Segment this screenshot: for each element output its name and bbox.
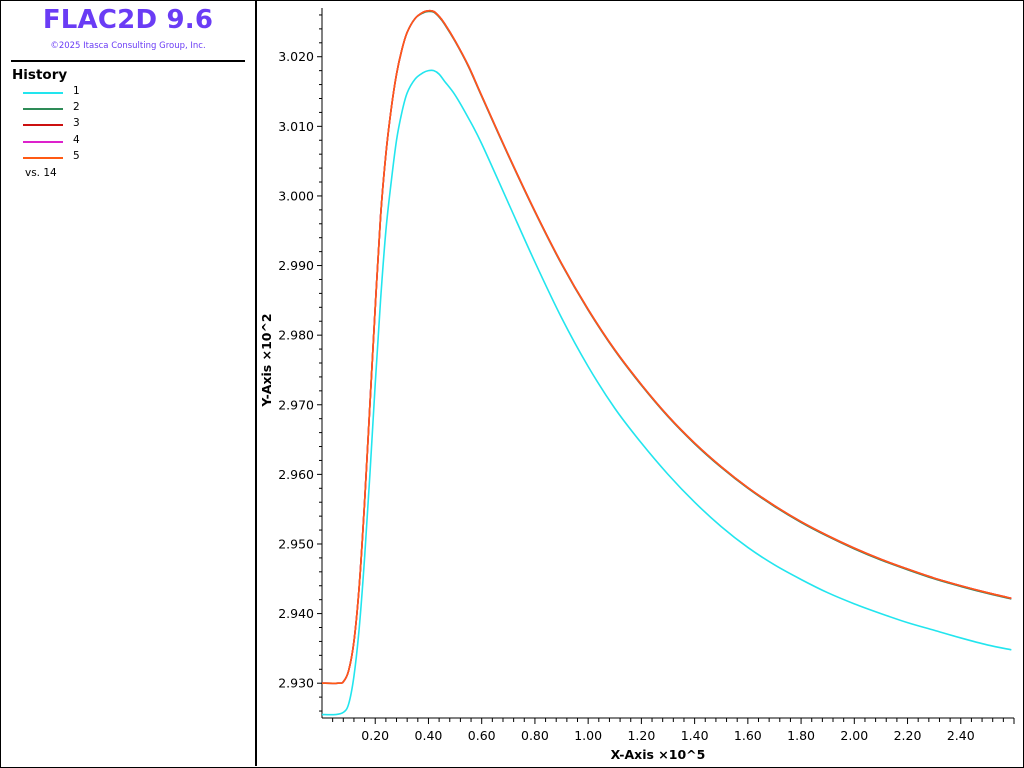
- legend-label-3: 3: [73, 117, 80, 130]
- series-line-4: [321, 9, 1012, 685]
- legend-panel: FLAC2D 9.6 ©2025 Itasca Consulting Group…: [1, 1, 257, 766]
- y-tick-label: 3.000: [278, 188, 314, 203]
- y-axis-title: Y-Axis ×10^2: [259, 313, 274, 407]
- legend-label-4: 4: [73, 133, 80, 146]
- plot-axes: 2.930 2.940 2.950 2.960 2.970 2.980 2.990 3.000…: [278, 8, 1015, 743]
- legend-heading: History: [12, 67, 68, 83]
- y-tick-label: 2.950: [278, 536, 314, 551]
- legend-label-5: 5: [73, 149, 80, 162]
- app-title: FLAC2D 9.6: [42, 5, 214, 35]
- y-tick-label: 2.940: [278, 606, 314, 621]
- legend-swatch-3: [23, 124, 63, 127]
- history-plot: 2.930 2.940 2.950 2.960 2.970 2.980 2.990 3.000…: [259, 8, 1015, 762]
- y-tick-label: 2.980: [278, 328, 314, 343]
- x-tick-label: 0.40: [415, 728, 443, 743]
- x-tick-label: 1.80: [787, 728, 815, 743]
- plot-series: [321, 9, 1012, 716]
- x-tick-label: 1.20: [627, 728, 655, 743]
- x-tick-label: 2.20: [894, 728, 922, 743]
- x-tick-label: 0.80: [521, 728, 549, 743]
- title-divider: [11, 60, 245, 62]
- y-tick-label: 2.930: [278, 676, 314, 691]
- y-tick-label: 3.010: [278, 119, 314, 134]
- x-tick-label: 0.60: [468, 728, 496, 743]
- app-copyright: ©2025 Itasca Consulting Group, Inc.: [50, 41, 206, 51]
- legend-label-1: 1: [73, 85, 80, 97]
- x-tick-label: 1.40: [681, 728, 709, 743]
- x-tick-label: 1.00: [574, 728, 602, 743]
- x-tick-label: 2.00: [840, 728, 868, 743]
- y-tick-label: 3.020: [278, 49, 314, 64]
- series-line-3: [321, 9, 1012, 685]
- y-tick-label: 2.990: [278, 258, 314, 273]
- x-axis-title: X-Axis ×10^5: [611, 747, 706, 762]
- x-tick-label: 2.40: [947, 728, 975, 743]
- legend-swatch-1: [23, 92, 63, 94]
- legend-label-2: 2: [73, 101, 80, 114]
- series-line-2: [321, 10, 1012, 685]
- y-tick-label: 2.960: [278, 467, 314, 482]
- legend-vs-label: vs. 14: [25, 167, 57, 179]
- x-tick-label: 0.20: [361, 728, 389, 743]
- legend-swatch-5: [23, 156, 63, 159]
- x-tick-label: 1.60: [734, 728, 762, 743]
- legend-swatch-4: [23, 140, 63, 143]
- legend-swatch-2: [23, 108, 63, 111]
- series-line-5: [321, 9, 1012, 685]
- series-line-1: [321, 69, 1012, 716]
- y-tick-label: 2.970: [278, 397, 314, 412]
